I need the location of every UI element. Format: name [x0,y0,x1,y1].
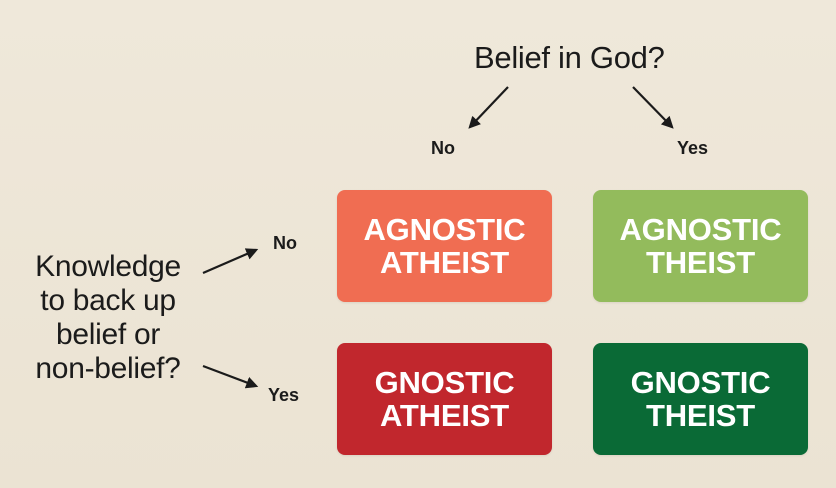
row-label-no: No [273,233,297,253]
arrow-to-row-yes [202,364,259,389]
arrow-to-col-no [468,86,509,129]
arrow-to-col-yes [632,86,674,129]
knowledge-question-line: Knowledge [35,250,181,283]
box-label-line: THEIST [645,398,756,433]
gnostic-theist-box: GNOSTIC THEIST [593,343,808,455]
box-label-line: ATHEIST [380,398,509,433]
gnostic-atheist-box: GNOSTIC ATHEIST [337,343,552,455]
arrow-to-row-no [202,248,259,275]
column-label-no: No [431,138,455,158]
box-label-line: AGNOSTIC [363,212,526,247]
knowledge-question-line: to back up [40,284,176,317]
knowledge-question-line: belief or [55,318,161,351]
box-label-line: THEIST [645,245,756,280]
agnostic-atheist-box: AGNOSTIC ATHEIST [337,190,552,302]
box-label-line: GNOSTIC [630,365,771,400]
belief-question: Belief in God? [474,40,665,75]
box-label-line: AGNOSTIC [619,212,782,247]
column-label-yes: Yes [677,138,709,158]
row-label-yes: Yes [268,385,300,405]
knowledge-question: Knowledge to back up belief or non-belie… [18,250,198,386]
box-label-line: ATHEIST [380,245,509,280]
knowledge-question-line: non-belief? [35,352,181,385]
agnostic-theist-box: AGNOSTIC THEIST [593,190,808,302]
box-label-line: GNOSTIC [374,365,515,400]
